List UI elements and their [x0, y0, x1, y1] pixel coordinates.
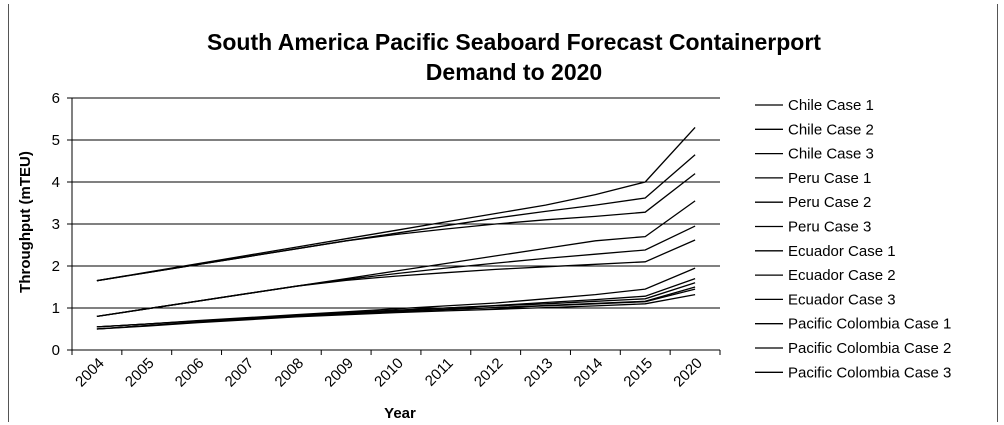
legend-label: Ecuador Case 3	[788, 291, 896, 308]
legend-label: Peru Case 3	[788, 219, 871, 236]
legend-label: Chile Case 2	[788, 121, 874, 138]
series-line-2	[96, 173, 696, 282]
chart-frame	[8, 4, 998, 422]
legend-label: Chile Case 3	[788, 146, 874, 163]
legend-label: Pacific Colombia Case 3	[788, 364, 951, 381]
legend: Chile Case 1 Chile Case 2 Chile Case 3 Peru…	[755, 97, 951, 381]
x-tick-label: 2010	[371, 355, 407, 391]
y-axis-title: Throughput (mTEU)	[17, 151, 34, 293]
y-tick-label: 1	[52, 300, 60, 317]
x-tick-label: 2011	[422, 355, 457, 390]
x-tick-label: 2004	[72, 355, 108, 391]
x-tick-label: 2006	[172, 355, 208, 391]
series-line-11	[96, 293, 696, 330]
legend-label: Pacific Colombia Case 2	[788, 340, 951, 357]
x-tick-label: 2020	[670, 355, 706, 391]
series-line-5	[96, 239, 696, 318]
y-tick-labels: 0 1 2 3 4 5 6	[52, 90, 60, 359]
x-tick-labels: 2004 2005 2006 2007 2008 2009 2010 2011 2012 2013…	[72, 355, 706, 391]
x-tick-label: 2012	[471, 355, 507, 391]
x-tick-label: 2008	[272, 355, 308, 391]
y-tick-label: 5	[52, 132, 60, 149]
legend-label: Ecuador Case 2	[788, 267, 896, 284]
series-line-6	[96, 267, 696, 328]
y-tick-label: 6	[52, 90, 60, 107]
legend-label: Pacific Colombia Case 1	[788, 316, 951, 333]
legend-label: Chile Case 1	[788, 97, 874, 114]
legend-label: Peru Case 2	[788, 194, 871, 211]
x-axis-title: Year	[384, 405, 416, 422]
x-tick-label: 2009	[321, 355, 357, 391]
chart-title-line-1: South America Pacific Seaboard Forecast …	[207, 29, 821, 55]
series-line-1	[96, 154, 696, 282]
legend-label: Ecuador Case 1	[788, 243, 896, 260]
series-line-0	[96, 126, 696, 282]
x-tick-label: 2005	[122, 355, 158, 391]
series-lines	[96, 126, 696, 330]
x-tick-label: 2014	[571, 355, 607, 391]
x-tick-label: 2007	[222, 355, 258, 391]
y-tick-label: 4	[52, 174, 60, 191]
y-tick-label: 2	[52, 258, 60, 275]
chart-title-line-2: Demand to 2020	[426, 59, 602, 85]
y-tick-label: 3	[52, 216, 60, 233]
y-tick-label: 0	[52, 342, 60, 359]
x-tick-label: 2013	[521, 355, 557, 391]
legend-label: Peru Case 1	[788, 170, 871, 187]
axes	[67, 97, 721, 355]
gridlines	[72, 97, 720, 309]
x-tick-label: 2015	[620, 355, 656, 391]
